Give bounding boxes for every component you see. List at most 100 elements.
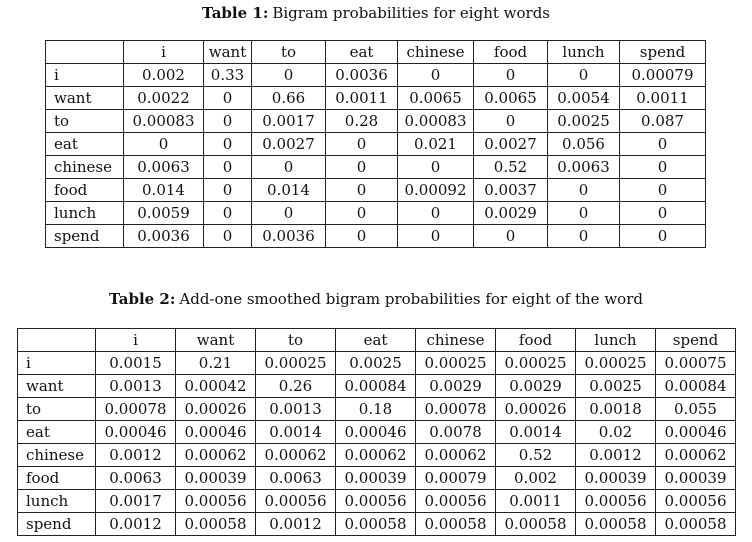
row-header: to [17,397,96,421]
table-cell: 0.00062 [655,443,736,467]
table-cell: 0.014 [123,178,204,202]
table-cell: 0.0025 [335,351,416,375]
table-cell: 0.02 [575,420,656,444]
row-header: chinese [45,155,124,179]
table-cell: 0.00084 [655,374,736,398]
table-cell: 0.0063 [547,155,620,179]
corner-cell [17,328,96,352]
table-cell: 0.0037 [473,178,548,202]
column-header: spend [655,328,736,352]
table1-caption-label: Table 1: [201,4,269,22]
table-cell: 0.0036 [325,63,398,87]
column-header: want [175,328,256,352]
table-cell: 0.002 [495,466,576,490]
table-cell: 0.00058 [575,512,656,536]
row-header: eat [45,132,124,156]
table-row: food 0.014 0 0.014 0 0.00092 0.0037 0 0 [45,178,706,202]
table-row: to 0.00083 0 0.0017 0.28 0.00083 0 0.0025 0.087 [45,109,706,133]
table-cell: 0.0059 [123,201,204,225]
table-cell: 0 [203,86,252,110]
table-cell: 0.00056 [415,489,496,513]
table-cell: 0 [325,155,398,179]
table-cell: 0 [397,155,474,179]
column-header: food [495,328,576,352]
table-cell: 0.0027 [473,132,548,156]
row-header: chinese [17,443,96,467]
table-cell: 0.0022 [123,86,204,110]
table-cell: 0 [203,132,252,156]
table-cell: 0 [397,201,474,225]
table-cell: 0.26 [255,374,336,398]
table-cell: 0.0027 [251,132,326,156]
table-cell: 0.0029 [473,201,548,225]
row-header: spend [45,224,124,248]
table-cell: 0.056 [547,132,620,156]
table-cell: 0.00062 [415,443,496,467]
table-cell: 0.00092 [397,178,474,202]
table-cell: 0.014 [251,178,326,202]
row-header: i [17,351,96,375]
add-one-smoothed-table: i want to eat chinese food lunch spend i 0.0015 0.… [17,328,736,536]
table-cell: 0.00056 [175,489,256,513]
table-row: chinese 0.0012 0.00062 0.00062 0.00062 0.0006… [17,443,736,467]
bigram-probabilities-table: i want to eat chinese food lunch spend i 0.002 0.3… [45,40,706,248]
table-cell: 0.00056 [655,489,736,513]
table-row: chinese 0.0063 0 0 0 0 0.52 0.0063 0 [45,155,706,179]
table-cell: 0 [325,178,398,202]
table-cell: 0 [203,224,252,248]
table-cell: 0 [397,63,474,87]
table-cell: 0.18 [335,397,416,421]
table-cell: 0.00075 [655,351,736,375]
table-cell: 0.21 [175,351,256,375]
table-cell: 0 [203,201,252,225]
table-cell: 0.00046 [335,420,416,444]
column-header: eat [335,328,416,352]
row-header: i [45,63,124,87]
table-cell: 0 [547,178,620,202]
table-cell: 0 [325,201,398,225]
table-row: i 0.002 0.33 0 0.0036 0 0 0 0.00079 [45,63,706,87]
table-cell: 0.0063 [123,155,204,179]
table-cell: 0.00039 [655,466,736,490]
table-cell: 0 [251,155,326,179]
column-header: chinese [397,40,474,64]
column-header: want [203,40,252,64]
row-header: food [17,466,96,490]
row-header: to [45,109,124,133]
column-header: lunch [575,328,656,352]
table-cell: 0.00058 [335,512,416,536]
table-cell: 0.00046 [655,420,736,444]
table-cell: 0.00046 [95,420,176,444]
table-cell: 0.021 [397,132,474,156]
table-row: to 0.00078 0.00026 0.0013 0.18 0.00078 0.00026… [17,397,736,421]
table-cell: 0.00039 [175,466,256,490]
table-cell: 0.002 [123,63,204,87]
table-cell: 0.00026 [175,397,256,421]
table-cell: 0 [619,178,706,202]
table2-caption: Table 2: Add-one smoothed bigram probabil… [0,290,752,308]
table-cell: 0.0014 [255,420,336,444]
table-cell: 0.0025 [547,109,620,133]
table-cell: 0.0017 [95,489,176,513]
table-row: spend 0.0036 0 0.0036 0 0 0 0 0 [45,224,706,248]
table-cell: 0.00039 [335,466,416,490]
table-cell: 0.00058 [655,512,736,536]
table-row: want 0.0022 0 0.66 0.0011 0.0065 0.0065 0.0054 0… [45,86,706,110]
column-header: chinese [415,328,496,352]
table-cell: 0.00046 [175,420,256,444]
table-row: eat 0 0 0.0027 0 0.021 0.0027 0.056 0 [45,132,706,156]
table-cell: 0.0065 [397,86,474,110]
table-cell: 0.0012 [95,443,176,467]
table-cell: 0.087 [619,109,706,133]
table-cell: 0.00079 [415,466,496,490]
column-header: lunch [547,40,620,64]
table-cell: 0.00026 [495,397,576,421]
table-cell: 0.33 [203,63,252,87]
table-cell: 0 [473,63,548,87]
column-header: i [95,328,176,352]
table-cell: 0 [619,224,706,248]
column-header: to [255,328,336,352]
table-cell: 0 [473,109,548,133]
table-cell: 0.00025 [415,351,496,375]
table-row: food 0.0063 0.00039 0.0063 0.00039 0.00079 0.0… [17,466,736,490]
